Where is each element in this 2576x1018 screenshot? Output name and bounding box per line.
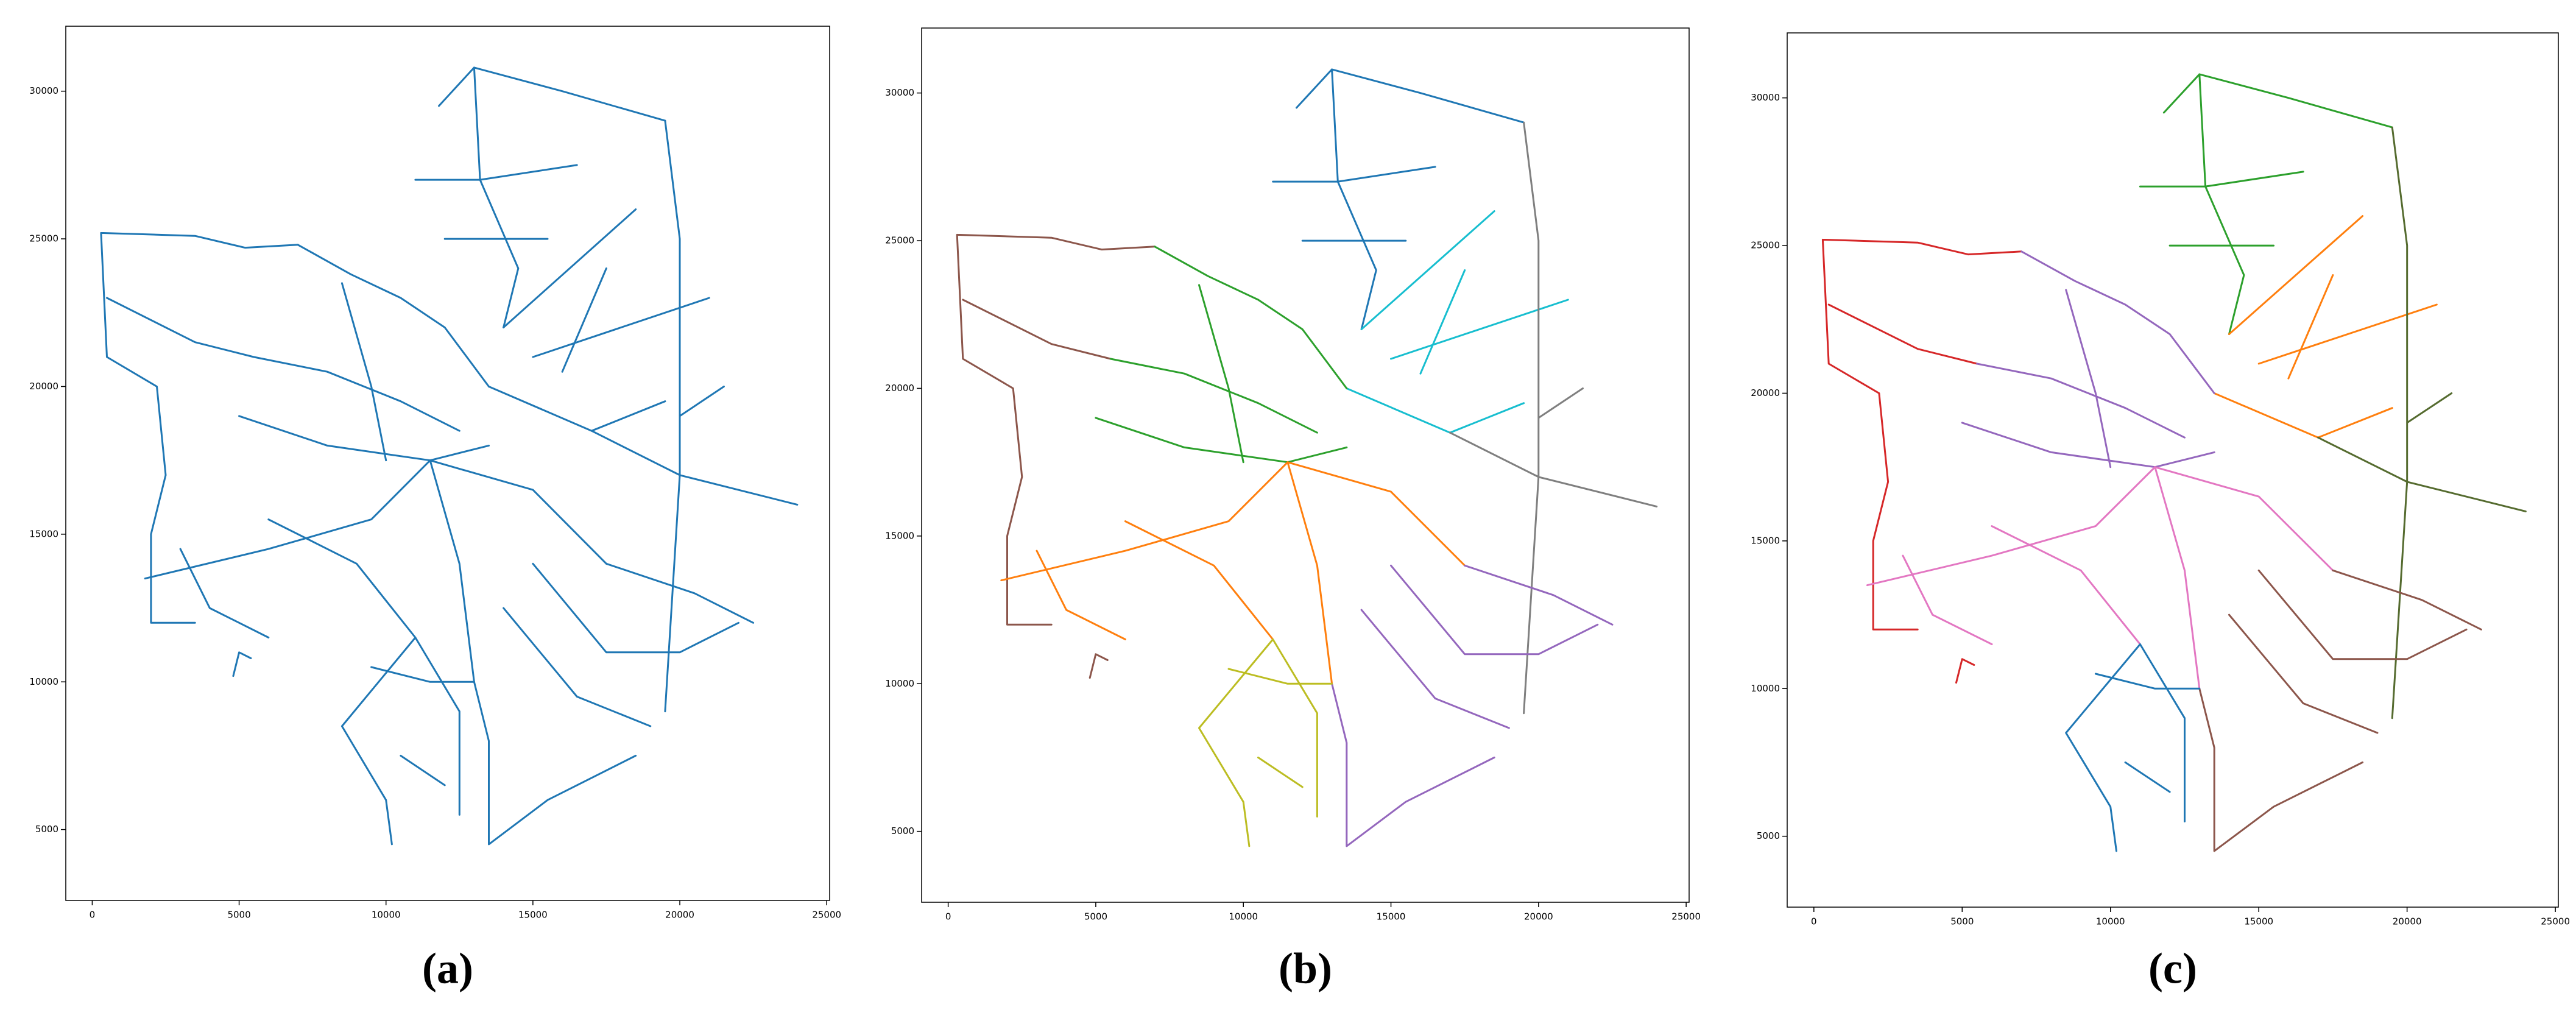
x-tick-label: 5000 [1950,916,1974,927]
road-network [2213,215,2438,439]
x-tick-label: 10000 [372,910,401,921]
road-network [1449,121,1658,715]
panel: 0 5000 10000 15000 20000 25000 5000 10000 15000 2… [1751,32,2570,993]
axes-frame [921,27,1690,903]
panel: 0 5000 10000 15000 20000 25000 5000 10000 15000 2… [885,27,1701,993]
y-tick-label: 25000 [885,235,914,246]
road-network [100,232,299,677]
x-tick-label: 20000 [2393,916,2422,927]
x-tick-label: 15000 [1377,911,1406,922]
x-tick-label: 10000 [2096,916,2125,927]
road-network [488,208,710,432]
y-tick-label: 10000 [885,678,914,689]
road-network [1961,250,2215,468]
x-tick-label: 5000 [227,910,250,921]
y-tick-label: 30000 [29,85,58,96]
road-network [2065,643,2201,852]
y-tick-label: 15000 [1751,535,1780,546]
y-tick-label: 30000 [1751,92,1780,103]
x-tick-label: 25000 [1671,911,1701,922]
y-tick-label: 5000 [35,824,58,835]
panel-label: (c) [2148,944,2197,993]
road-network [144,459,607,683]
x-tick-label: 10000 [1229,911,1258,922]
x-tick-label: 0 [945,911,951,922]
road-network [1346,210,1569,434]
axes-frame [65,26,830,901]
x-tick-label: 15000 [2244,916,2273,927]
y-tick-label: 20000 [29,381,58,392]
road-network [2198,569,2482,852]
x-tick-label: 20000 [1524,911,1553,922]
road-network [2317,126,2527,719]
road-network [1821,238,2023,684]
x-tick-label: 0 [90,910,96,921]
road-network [956,233,1156,679]
x-tick-label: 5000 [1084,911,1107,922]
y-tick-label: 25000 [1751,240,1780,251]
y-tick-label: 15000 [29,528,58,539]
road-network [238,244,490,462]
road-network [414,66,666,328]
road-network [1866,466,2334,690]
x-tick-label: 20000 [665,910,694,921]
x-tick-label: 25000 [2541,916,2570,927]
y-tick-label: 30000 [885,87,914,98]
axes-frame [1787,32,2559,908]
y-tick-label: 5000 [1757,830,1780,841]
road-network [473,562,755,846]
road-network [1095,246,1348,464]
panel-label: (b) [1279,944,1332,993]
road-network [1198,638,1333,847]
road-network [341,637,475,846]
x-tick-label: 0 [1811,916,1817,927]
x-tick-label: 15000 [518,910,548,921]
road-network [1000,461,1466,685]
panel: 0 5000 10000 15000 20000 25000 5000 10000 15000 2… [29,26,841,993]
y-tick-label: 10000 [1751,683,1780,694]
x-tick-label: 25000 [812,910,841,921]
y-tick-label: 5000 [891,825,914,836]
y-tick-label: 25000 [29,233,58,244]
y-tick-label: 20000 [1751,387,1780,398]
road-network [1272,68,1525,330]
road-network [1331,564,1614,847]
road-network [590,119,799,713]
road-network [2139,73,2393,335]
y-tick-label: 10000 [29,676,58,687]
panel-label: (a) [422,944,473,993]
y-tick-label: 15000 [885,530,914,541]
y-tick-label: 20000 [885,383,914,394]
